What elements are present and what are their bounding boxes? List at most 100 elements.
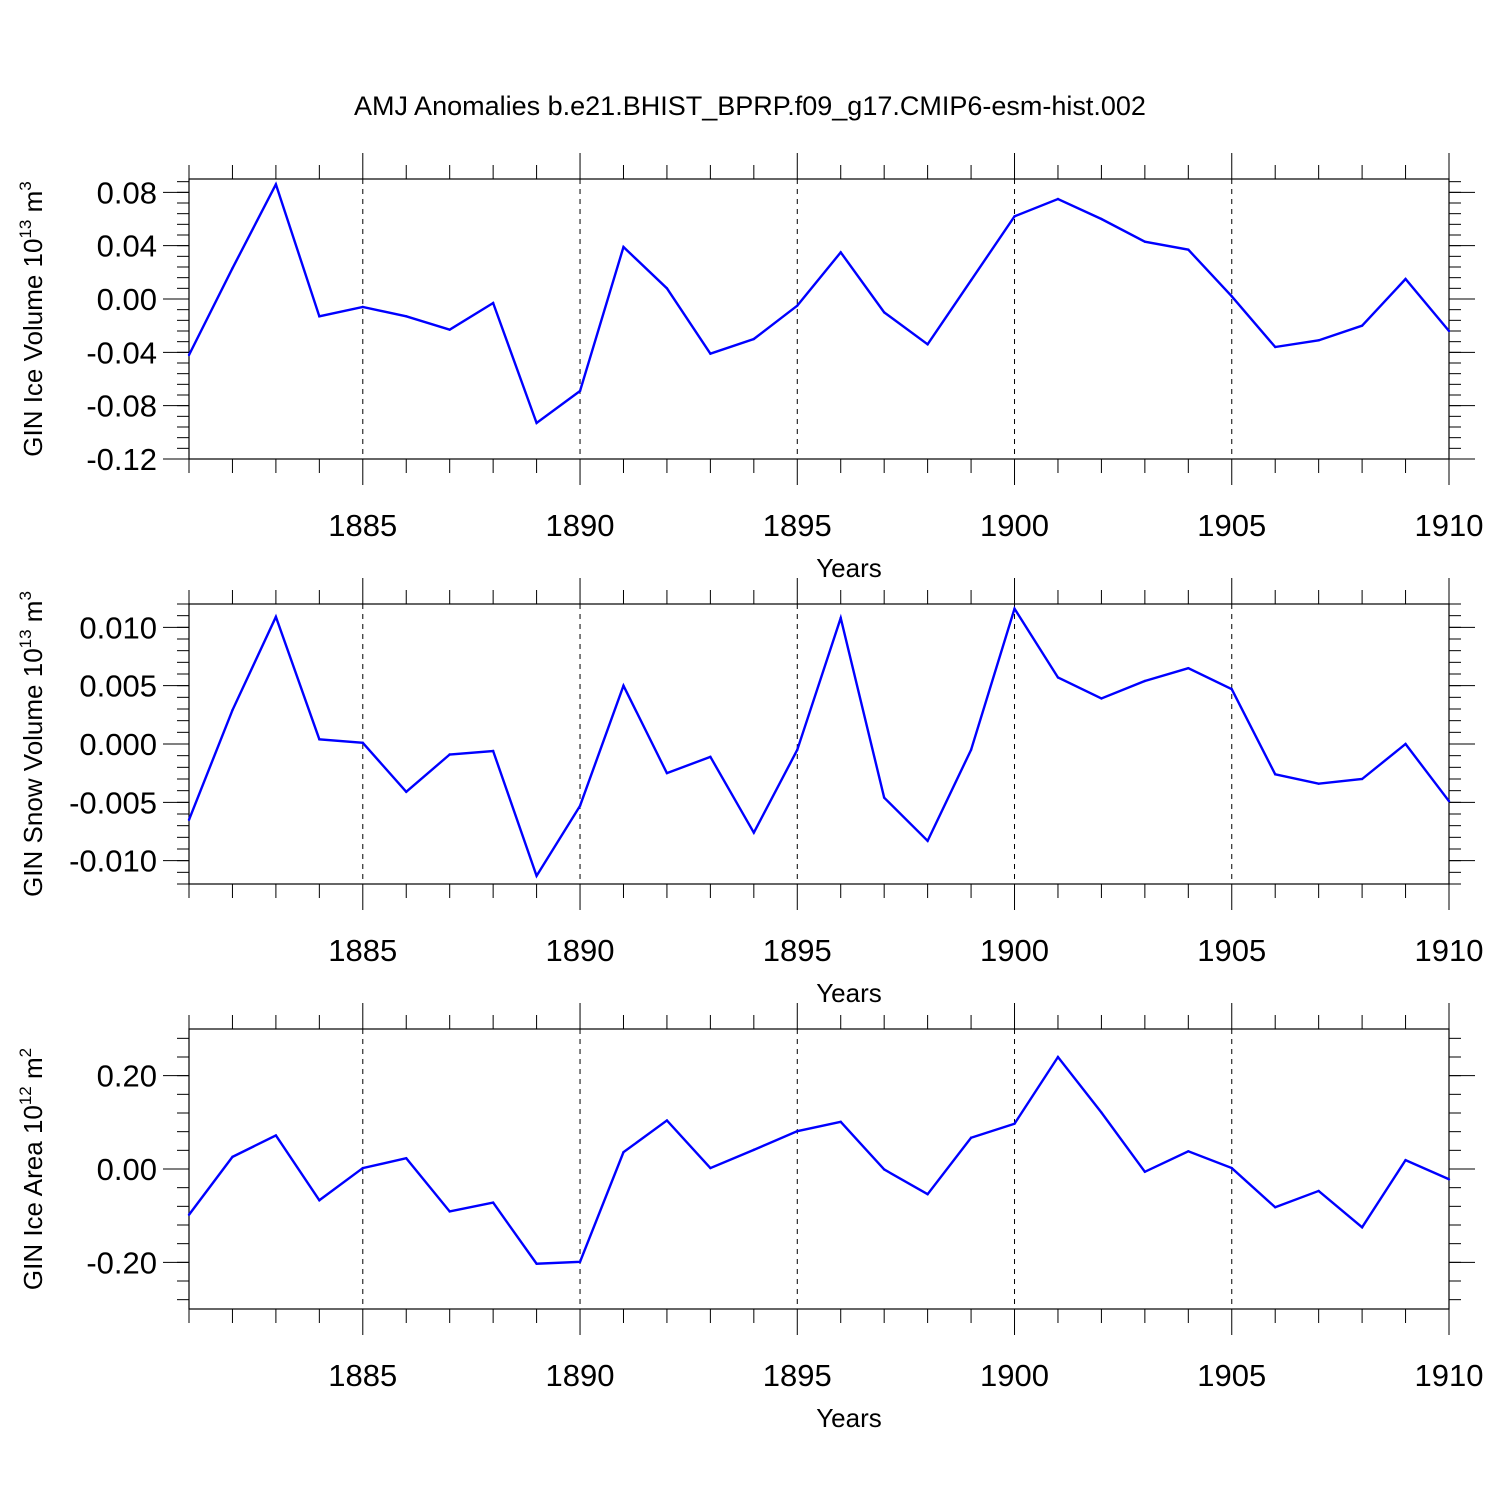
y-axis-label: GIN Ice Volume 1013 m3 bbox=[16, 181, 48, 457]
y-axis-label: GIN Ice Area 1012 m2 bbox=[16, 1048, 48, 1290]
data-point bbox=[969, 748, 973, 752]
data-point bbox=[1143, 1170, 1147, 1174]
data-point bbox=[1274, 1206, 1277, 1209]
data-point bbox=[752, 1148, 756, 1152]
series-line bbox=[187, 605, 1450, 879]
data-point bbox=[1230, 687, 1233, 691]
data-point bbox=[1404, 1158, 1407, 1162]
data-point bbox=[752, 831, 756, 834]
data-point bbox=[1230, 1166, 1233, 1170]
data-point bbox=[1187, 1150, 1190, 1153]
x-tick-label: 1895 bbox=[763, 508, 832, 543]
x-tick-label: 1905 bbox=[1197, 933, 1266, 968]
data-point bbox=[665, 287, 669, 290]
y-tick-label: 0.04 bbox=[97, 229, 157, 264]
data-point bbox=[535, 874, 538, 878]
x-tick-label: 1905 bbox=[1197, 508, 1266, 543]
data-point bbox=[1056, 676, 1060, 679]
y-tick-label: 0.000 bbox=[79, 727, 157, 762]
panel-2: 0.010 0.005 0.000 -0.005 -0.010 1885 1890 1895 1… bbox=[16, 578, 1483, 1008]
y-tick-label: -0.04 bbox=[86, 335, 157, 370]
data-point bbox=[318, 315, 321, 318]
data-point bbox=[448, 753, 451, 756]
x-axis-label: Years bbox=[816, 553, 882, 583]
y-tick-label: -0.005 bbox=[69, 785, 157, 820]
y-tick-label: 0.20 bbox=[97, 1059, 157, 1094]
data-point bbox=[1187, 666, 1190, 670]
data-point bbox=[1447, 799, 1451, 803]
plot-frame bbox=[188, 178, 1450, 460]
x-tick-label: 1900 bbox=[980, 1358, 1049, 1393]
x-tick-label: 1890 bbox=[546, 933, 615, 968]
x-tick-label: 1900 bbox=[980, 933, 1049, 968]
data-point bbox=[709, 755, 712, 759]
x-tick-label: 1910 bbox=[1415, 933, 1484, 968]
data-point bbox=[231, 1155, 234, 1159]
data-point bbox=[318, 738, 321, 741]
data-point bbox=[969, 279, 973, 282]
chart-title: AMJ Anomalies b.e21.BHIST_BPRP.f09_g17.C… bbox=[354, 91, 1146, 121]
y-tick-label: 0.08 bbox=[97, 175, 157, 210]
data-point bbox=[578, 389, 582, 393]
data-point bbox=[1317, 782, 1320, 785]
panel-3: 0.20 0.00 -0.20 1885 1890 1895 1900 1905 1910 Yea… bbox=[16, 1003, 1483, 1433]
y-tick-label: -0.20 bbox=[86, 1245, 157, 1280]
panels: 0.08 0.04 0.00 -0.04 -0.08 -0.12 1885 1890 1895 1… bbox=[16, 153, 1483, 1433]
data-point bbox=[1360, 777, 1364, 781]
data-point bbox=[1447, 1178, 1451, 1181]
data-point bbox=[839, 616, 842, 620]
data-point bbox=[709, 1166, 712, 1170]
plot-frame bbox=[188, 603, 1450, 885]
y-tick-label: 0.00 bbox=[97, 1152, 157, 1187]
data-point bbox=[1230, 295, 1233, 298]
data-point bbox=[361, 741, 364, 745]
data-point bbox=[1013, 607, 1016, 610]
data-point bbox=[1100, 1111, 1103, 1114]
y-tick-label: -0.08 bbox=[86, 389, 157, 424]
x-tick-label: 1885 bbox=[328, 508, 397, 543]
data-point bbox=[1317, 339, 1320, 342]
data-point bbox=[231, 267, 234, 270]
data-point bbox=[231, 708, 234, 712]
x-tick-label: 1910 bbox=[1415, 1358, 1484, 1393]
data-point bbox=[622, 684, 625, 687]
y-tick-label: -0.12 bbox=[86, 442, 157, 477]
data-point bbox=[1447, 329, 1451, 333]
x-tick-label: 1900 bbox=[980, 508, 1049, 543]
data-point bbox=[578, 804, 582, 808]
data-point bbox=[491, 301, 495, 305]
data-point bbox=[535, 421, 538, 425]
data-point bbox=[1274, 773, 1277, 776]
data-point bbox=[1187, 248, 1190, 251]
data-point bbox=[709, 352, 712, 355]
y-tick-label: 0.00 bbox=[97, 282, 157, 317]
data-point bbox=[926, 839, 929, 843]
data-point bbox=[274, 1134, 278, 1137]
data-point bbox=[1404, 277, 1407, 281]
data-point bbox=[665, 771, 669, 775]
data-point bbox=[1360, 324, 1364, 327]
data-point bbox=[622, 245, 625, 249]
x-tick-label: 1910 bbox=[1415, 508, 1484, 543]
y-tick-label: 0.005 bbox=[79, 669, 157, 704]
y-axis-label: GIN Snow Volume 1013 m3 bbox=[16, 591, 48, 897]
data-point bbox=[491, 749, 495, 753]
data-point bbox=[405, 1157, 408, 1160]
data-point bbox=[839, 251, 842, 254]
x-tick-label: 1890 bbox=[546, 508, 615, 543]
data-point bbox=[796, 304, 799, 307]
data-point bbox=[535, 1262, 538, 1265]
x-axis-label: Years bbox=[816, 1403, 882, 1433]
x-tick-label: 1890 bbox=[546, 1358, 615, 1393]
data-point bbox=[1013, 1122, 1016, 1125]
data-point bbox=[969, 1136, 973, 1139]
data-point bbox=[1274, 345, 1277, 349]
x-tick-label: 1905 bbox=[1197, 1358, 1266, 1393]
data-point bbox=[926, 343, 929, 346]
data-point bbox=[882, 311, 886, 314]
data-point bbox=[926, 1193, 929, 1196]
data-point bbox=[187, 818, 191, 822]
data-point bbox=[882, 1168, 886, 1171]
data-point bbox=[491, 1201, 495, 1204]
